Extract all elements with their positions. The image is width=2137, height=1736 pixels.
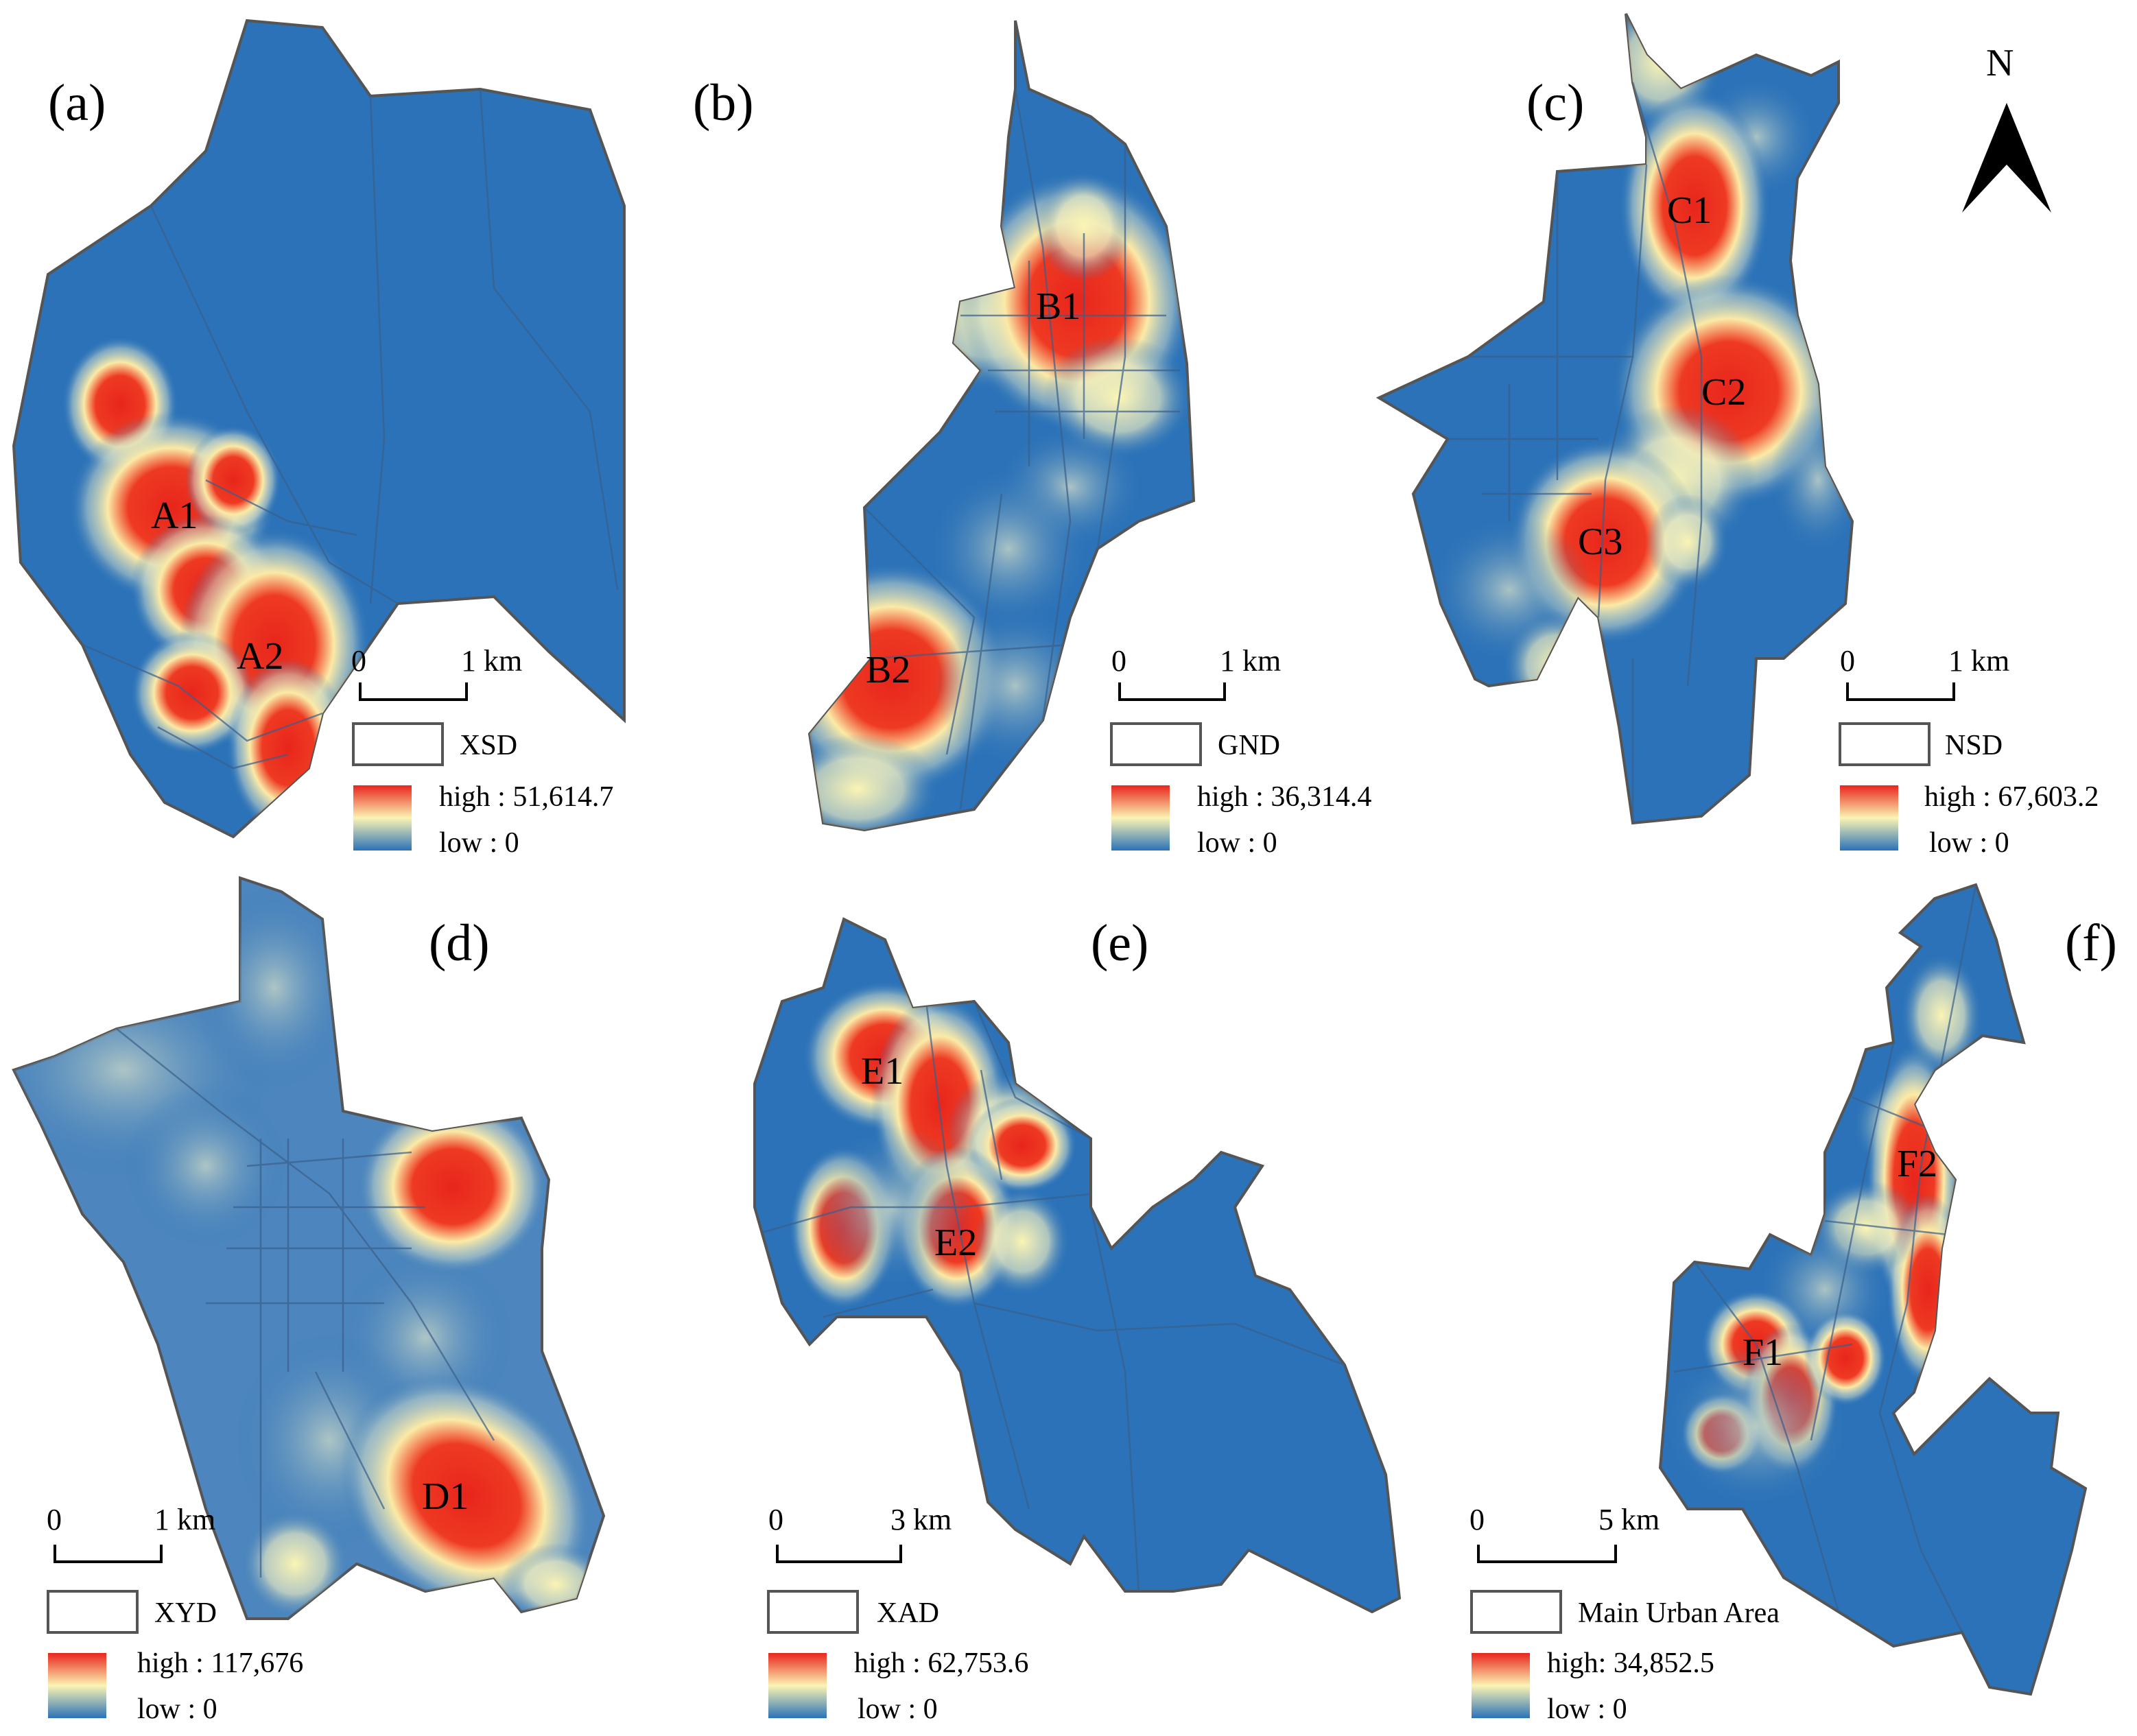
legend-district-c: NSD [1945,730,2003,761]
legend-b: GND high : 36,314.4 low : 0 [1110,722,1371,859]
panel-c: (c) C1 C2 C3 N 0 1 km NSD high : 67,603.… [1376,13,2099,859]
panel-b: (b) B1 B2 0 1 km GND high : 36,314.4 low… [693,20,1371,859]
legend-ramp-c [1840,785,1898,851]
legend-d: XYD high : 117,676 low : 0 [47,1590,303,1725]
legend-high-b: high : 36,314.4 [1197,781,1371,813]
kernel-density-f [1660,885,1983,1633]
scale-bar-b: 0 1 km [1111,644,1281,701]
north-label: N [1986,42,2014,84]
legend-boundary-swatch-e [767,1590,859,1634]
cluster-label-c2: C2 [1701,371,1746,414]
road-network-a [82,88,619,770]
cluster-label-e2: E2 [934,1222,977,1264]
scale-value-e: 3 km [890,1503,952,1536]
legend-low-b: low : 0 [1197,827,1277,859]
road-network-b [864,88,1180,810]
legend-district-f: Main Urban Area [1578,1597,1780,1629]
panel-e: (e) E1 E2 0 3 km XAD high : 62,753.6 low… [753,914,1402,1725]
legend-boundary-swatch-c [1839,722,1931,766]
legend-high-e: high : 62,753.6 [854,1648,1028,1679]
panel-label-e: (e) [1091,914,1148,972]
legend-district-a: XSD [460,730,517,761]
panel-a: (a) A1 A2 0 1 km XSD high : 51,614.7 low… [12,19,626,859]
legend-high-d: high : 117,676 [137,1648,303,1679]
scale-value-f: 5 km [1598,1503,1660,1536]
north-arrow: N [1962,42,2051,213]
legend-low-a: low : 0 [439,827,519,859]
scale-zero-c: 0 [1840,644,1855,678]
scale-bar-a: 0 1 km [351,644,522,701]
legend-f: Main Urban Area high: 34,852.5 low : 0 [1470,1590,1780,1725]
legend-e: XAD high : 62,753.6 low : 0 [767,1590,1028,1725]
scale-bar-f: 0 5 km [1469,1503,1660,1563]
legend-ramp-b [1111,785,1170,851]
legend-district-e: XAD [877,1597,939,1629]
scale-zero-a: 0 [351,644,366,678]
panel-label-f: (f) [2065,914,2117,972]
legend-low-f: low : 0 [1547,1693,1627,1725]
panel-label-c: (c) [1526,74,1584,132]
panel-d: (d) D1 0 1 km XYD high : 117,676 low : 0 [12,876,606,1725]
legend-ramp-d [48,1653,106,1718]
cluster-label-a2: A2 [237,635,283,678]
scale-value-b: 1 km [1220,644,1281,678]
legend-a: XSD high : 51,614.7 low : 0 [352,722,613,859]
legend-ramp-e [768,1653,827,1718]
north-arrow-left-icon [1962,103,2007,213]
cluster-label-d1: D1 [422,1475,469,1518]
legend-high-c: high : 67,603.2 [1924,781,2099,813]
road-network-c [1448,82,1703,823]
scale-value-a: 1 km [461,644,522,678]
legend-ramp-f [1472,1653,1530,1718]
cluster-label-f1: F1 [1743,1331,1783,1374]
cluster-label-c1: C1 [1667,189,1712,232]
scale-zero-b: 0 [1111,644,1126,678]
scale-bar-e: 0 3 km [768,1503,952,1563]
legend-boundary-swatch-d [47,1590,139,1634]
panel-label-a: (a) [48,74,106,132]
legend-high-a: high : 51,614.7 [439,781,613,813]
panel-label-b: (b) [693,74,754,132]
north-arrow-right-icon [2007,103,2051,213]
road-network-f [1673,885,1977,1633]
panel-f: (f) F2 F1 0 5 km Main Urban Area high: 3… [1469,883,2117,1725]
scale-zero-e: 0 [768,1503,783,1536]
legend-low-d: low : 0 [137,1693,217,1725]
cluster-label-a1: A1 [151,495,198,537]
legend-boundary-swatch-f [1470,1590,1562,1634]
legend-low-e: low : 0 [858,1693,938,1725]
legend-district-d: XYD [154,1597,217,1629]
cluster-label-b2: B2 [866,649,910,691]
cluster-label-b1: B1 [1036,285,1081,328]
legend-boundary-swatch-b [1110,722,1202,766]
scale-zero-d: 0 [47,1503,62,1536]
scale-value-c: 1 km [1948,644,2009,678]
legend-c: NSD high : 67,603.2 low : 0 [1839,722,2099,859]
legend-district-b: GND [1218,730,1280,761]
legend-boundary-swatch-a [352,722,444,766]
legend-ramp-a [353,785,412,851]
scale-zero-f: 0 [1469,1503,1485,1536]
cluster-label-c3: C3 [1578,521,1622,563]
legend-high-f: high: 34,852.5 [1547,1648,1714,1679]
road-network-e [755,1001,1345,1592]
scale-bar-c: 0 1 km [1840,644,2009,701]
cluster-label-f2: F2 [1897,1143,1937,1185]
cluster-label-e1: E1 [861,1050,904,1093]
panel-label-d: (d) [429,914,490,972]
kernel-density-d [14,885,604,1619]
scale-bar-d: 0 1 km [47,1503,215,1563]
scale-value-d: 1 km [154,1503,215,1536]
legend-low-c: low : 0 [1929,827,2009,859]
